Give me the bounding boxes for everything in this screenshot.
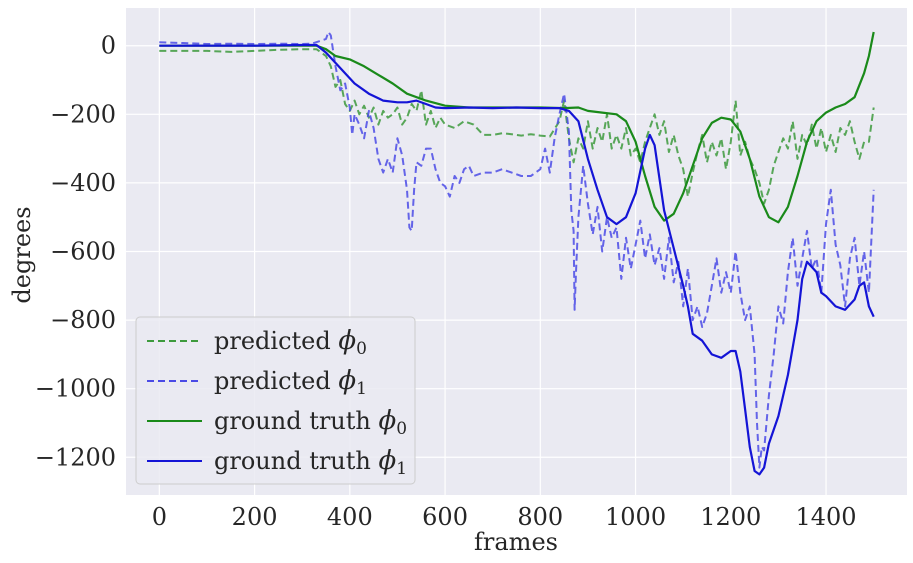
- legend-prefix-gt0: ground truth: [214, 407, 379, 435]
- y-tick-label: −1200: [35, 443, 116, 471]
- y-tick-label: −1000: [35, 375, 116, 403]
- legend-box: [135, 316, 416, 485]
- legend-phi-pred0: ϕ: [338, 326, 356, 356]
- x-tick-label: 1400: [796, 503, 857, 531]
- legend-label-gt0: ground truth ϕ0: [214, 406, 407, 439]
- legend-sub-gt1: 1: [396, 459, 407, 479]
- series-line-gt0: [159, 31, 875, 224]
- legend-sub-pred1: 1: [356, 379, 367, 399]
- y-axis-ticks: 0 −200 −400 −600 −800 −1000 −1200: [35, 32, 116, 472]
- x-tick-label: 1200: [700, 503, 761, 531]
- x-tick-label: 0: [152, 503, 167, 531]
- legend-label-gt1: ground truth ϕ1: [214, 446, 407, 479]
- legend-label-pred0: predicted ϕ0: [214, 326, 367, 359]
- x-tick-label: 600: [422, 503, 468, 531]
- series-line-pred1: [159, 31, 875, 469]
- x-tick-label: 1000: [605, 503, 666, 531]
- series-layer: [159, 31, 875, 476]
- x-axis-label: frames: [474, 528, 558, 556]
- y-axis-label: degrees: [8, 206, 36, 303]
- legend-prefix-gt1: ground truth: [214, 447, 379, 475]
- legend-prefix-pred0: predicted: [214, 327, 338, 355]
- series-line-pred0: [159, 48, 875, 205]
- y-tick-label: −800: [50, 306, 116, 334]
- x-tick-label: 200: [232, 503, 278, 531]
- y-tick-label: −400: [50, 169, 116, 197]
- legend-phi-pred1: ϕ: [338, 366, 356, 396]
- y-tick-label: 0: [101, 32, 116, 60]
- legend-label-pred1: predicted ϕ1: [214, 366, 367, 399]
- legend-phi-gt0: ϕ: [379, 406, 397, 436]
- x-tick-label: 400: [327, 503, 373, 531]
- legend-phi-gt1: ϕ: [379, 446, 397, 476]
- legend-sub-pred0: 0: [356, 339, 367, 359]
- y-tick-label: −600: [50, 238, 116, 266]
- legend: predicted ϕ0 predicted ϕ1 ground truth ϕ…: [135, 316, 416, 485]
- x-axis-ticks: 0 200 400 600 800 1000 1200 1400: [152, 503, 857, 531]
- y-tick-label: −200: [50, 100, 116, 128]
- legend-sub-gt0: 0: [396, 419, 407, 439]
- series-line-gt1: [159, 43, 875, 476]
- x-tick-label: 800: [517, 503, 563, 531]
- legend-prefix-pred1: predicted: [214, 367, 338, 395]
